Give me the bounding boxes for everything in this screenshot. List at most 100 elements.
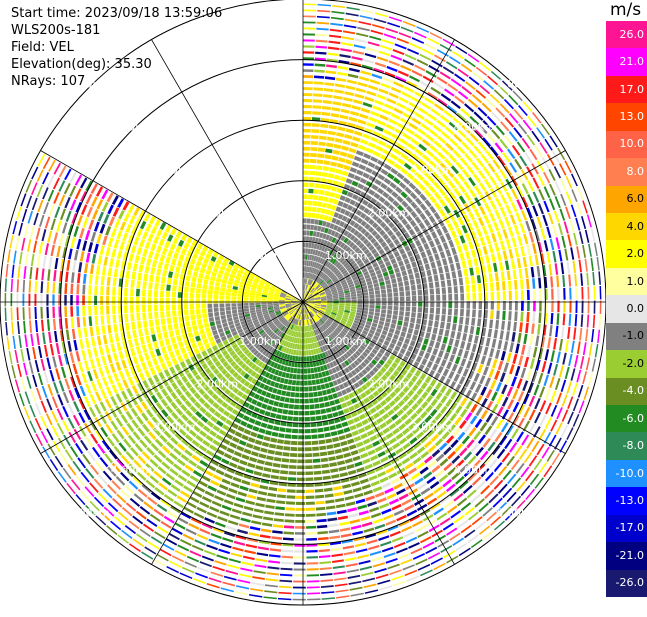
velocity-gate — [559, 209, 565, 221]
velocity-gate — [113, 352, 118, 361]
velocity-gate — [362, 578, 375, 583]
velocity-gate — [453, 374, 459, 382]
velocity-gate — [185, 321, 190, 327]
velocity-gate — [563, 313, 566, 325]
velocity-gate — [95, 316, 99, 326]
velocity-gate — [505, 374, 511, 384]
velocity-gate — [567, 234, 572, 246]
velocity-gate — [286, 501, 295, 505]
velocity-gate — [216, 554, 228, 560]
velocity-gate — [310, 362, 313, 367]
velocity-gate — [440, 273, 445, 280]
velocity-gate — [376, 574, 389, 579]
velocity-gate — [419, 467, 428, 475]
velocity-gate — [426, 385, 433, 393]
velocity-gate — [365, 53, 377, 58]
velocity-gate — [248, 404, 255, 410]
velocity-gate — [511, 332, 515, 342]
velocity-gate — [222, 537, 233, 543]
velocity-gate — [413, 457, 422, 465]
velocity-gate — [343, 452, 351, 457]
velocity-gate — [304, 411, 309, 416]
velocity-gate — [348, 74, 359, 79]
velocity-gate — [331, 11, 344, 14]
velocity-gate — [440, 251, 446, 258]
velocity-gate — [399, 138, 408, 145]
velocity-gate — [453, 177, 461, 186]
velocity-gate — [351, 450, 359, 456]
velocity-gate — [395, 43, 407, 49]
velocity-gate — [409, 452, 418, 460]
velocity-gate — [293, 417, 299, 422]
velocity-gate — [368, 116, 377, 122]
velocity-gate — [303, 99, 312, 102]
velocity-gate — [514, 280, 518, 290]
velocity-gate — [32, 375, 37, 388]
velocity-gate — [400, 153, 408, 160]
velocity-gate — [96, 357, 101, 367]
velocity-gate — [387, 409, 394, 416]
velocity-gate — [68, 403, 75, 414]
velocity-gate — [453, 316, 457, 323]
velocity-gate — [399, 437, 407, 444]
velocity-gate — [374, 165, 382, 172]
velocity-gate — [78, 412, 85, 423]
velocity-gate — [507, 412, 514, 423]
velocity-gate — [488, 244, 493, 253]
velocity-gate — [190, 315, 195, 321]
velocity-gate — [213, 425, 221, 432]
velocity-gate — [214, 495, 224, 501]
velocity-gate — [100, 286, 103, 295]
velocity-gate — [350, 167, 357, 173]
velocity-gate — [402, 457, 411, 464]
velocity-gate — [377, 56, 389, 62]
velocity-gate — [379, 281, 384, 286]
velocity-gate — [597, 257, 600, 270]
velocity-gate — [312, 111, 321, 115]
velocity-gate — [210, 480, 219, 487]
velocity-gate — [456, 332, 461, 340]
velocity-gate — [290, 398, 295, 403]
velocity-gate — [459, 278, 463, 286]
velocity-gate — [513, 322, 517, 332]
velocity-gate — [194, 348, 200, 355]
velocity-gate — [313, 99, 322, 103]
velocity-gate — [306, 350, 309, 355]
velocity-gate — [403, 531, 414, 538]
velocity-gate — [314, 477, 322, 481]
velocity-gate — [424, 440, 432, 448]
velocity-gate — [401, 499, 411, 506]
velocity-gate — [46, 413, 53, 425]
velocity-gate — [100, 389, 107, 399]
velocity-gate — [557, 301, 559, 313]
velocity-gate — [347, 419, 354, 425]
velocity-gate — [448, 338, 453, 346]
velocity-gate — [320, 567, 332, 570]
velocity-gate — [307, 568, 319, 570]
velocity-gate — [250, 432, 257, 438]
velocity-gate — [433, 82, 444, 90]
velocity-gate — [335, 498, 344, 503]
velocity-gate — [394, 306, 399, 310]
velocity-gate — [153, 471, 162, 480]
velocity-gate — [415, 324, 420, 330]
velocity-gate — [261, 403, 267, 409]
velocity-gate — [296, 496, 305, 499]
velocity-gate — [321, 112, 330, 116]
velocity-gate — [273, 463, 281, 468]
velocity-gate — [259, 485, 268, 490]
velocity-gate — [90, 394, 97, 405]
velocity-gate — [336, 188, 342, 194]
velocity-gate — [294, 362, 297, 367]
velocity-gate — [106, 306, 109, 315]
velocity-gate — [422, 48, 434, 55]
velocity-gate — [470, 326, 475, 334]
velocity-gate — [316, 507, 326, 511]
velocity-gate — [95, 461, 104, 471]
velocity-gate — [222, 582, 235, 587]
velocity-gate — [263, 467, 271, 472]
velocity-gate — [315, 489, 324, 493]
velocity-gate — [310, 416, 316, 421]
velocity-gate — [380, 154, 388, 161]
velocity-gate — [24, 407, 30, 420]
